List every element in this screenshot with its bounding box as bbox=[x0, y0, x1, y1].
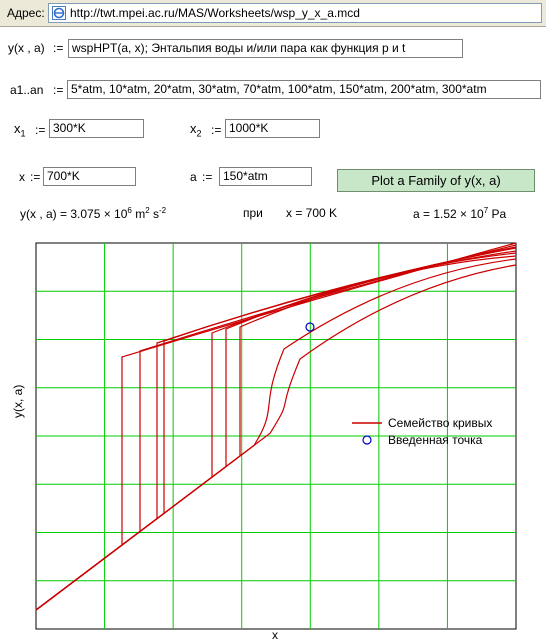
x-assign: := bbox=[30, 170, 41, 184]
function-assign: := bbox=[53, 41, 64, 55]
x1-input[interactable]: 300*K bbox=[49, 119, 144, 138]
address-url: http://twt.mpei.ac.ru/MAS/Worksheets/wsp… bbox=[70, 6, 360, 20]
x-axis-label: x bbox=[272, 628, 278, 642]
family-curve bbox=[35, 247, 517, 611]
a-label: a bbox=[190, 170, 197, 184]
function-lhs: y(x , a) bbox=[8, 41, 45, 55]
a-input[interactable]: 150*atm bbox=[219, 167, 312, 186]
family-curve bbox=[35, 252, 517, 611]
x-input[interactable]: 700*K bbox=[43, 167, 136, 186]
address-input[interactable]: http://twt.mpei.ac.ru/MAS/Worksheets/wsp… bbox=[48, 3, 542, 23]
x2-label: x2 bbox=[190, 121, 202, 139]
x2-assign: := bbox=[211, 123, 222, 137]
plot-grid bbox=[36, 243, 516, 629]
x-label: x bbox=[19, 170, 25, 184]
entered-point-marker bbox=[305, 322, 315, 332]
legend-point-swatch bbox=[362, 435, 372, 445]
result-a: a = 1.52 × 107 Pa bbox=[413, 206, 507, 221]
x1-assign: := bbox=[35, 123, 46, 137]
x1-label: x1 bbox=[14, 121, 26, 139]
family-curve bbox=[35, 264, 517, 611]
a-assign: := bbox=[202, 170, 213, 184]
function-input[interactable]: wspHPT(a, x); Энтальпия воды и/или пара … bbox=[68, 39, 463, 58]
family-plot: Семейство кривых Введенная точка x y(x, … bbox=[11, 242, 517, 642]
result-at-label: при bbox=[243, 206, 263, 220]
family-lhs: a1..an bbox=[10, 83, 44, 97]
y-axis-label: y(x, a) bbox=[11, 385, 25, 418]
family-assign: := bbox=[53, 83, 64, 97]
family-curve bbox=[35, 258, 517, 611]
legend-item-family: Семейство кривых bbox=[388, 416, 492, 430]
family-input[interactable]: 5*atm, 10*atm, 20*atm, 30*atm, 70*atm, 1… bbox=[67, 80, 541, 99]
address-bar: Адрес: http://twt.mpei.ac.ru/MAS/Workshe… bbox=[0, 0, 546, 27]
result-value: y(x , a) = 3.075 × 106 m2 s-2 bbox=[20, 206, 167, 221]
legend-item-point: Введенная точка bbox=[388, 433, 483, 447]
curve-family bbox=[35, 242, 517, 611]
family-curve bbox=[35, 255, 517, 611]
result-x: x = 700 K bbox=[286, 206, 338, 220]
ie-page-icon bbox=[52, 6, 66, 20]
legend: Семейство кривых Введенная точка bbox=[352, 416, 492, 447]
address-label: Адрес: bbox=[7, 6, 45, 20]
x2-input[interactable]: 1000*K bbox=[225, 119, 320, 138]
plot-family-button[interactable]: Plot a Family of y(x, a) bbox=[337, 169, 535, 192]
